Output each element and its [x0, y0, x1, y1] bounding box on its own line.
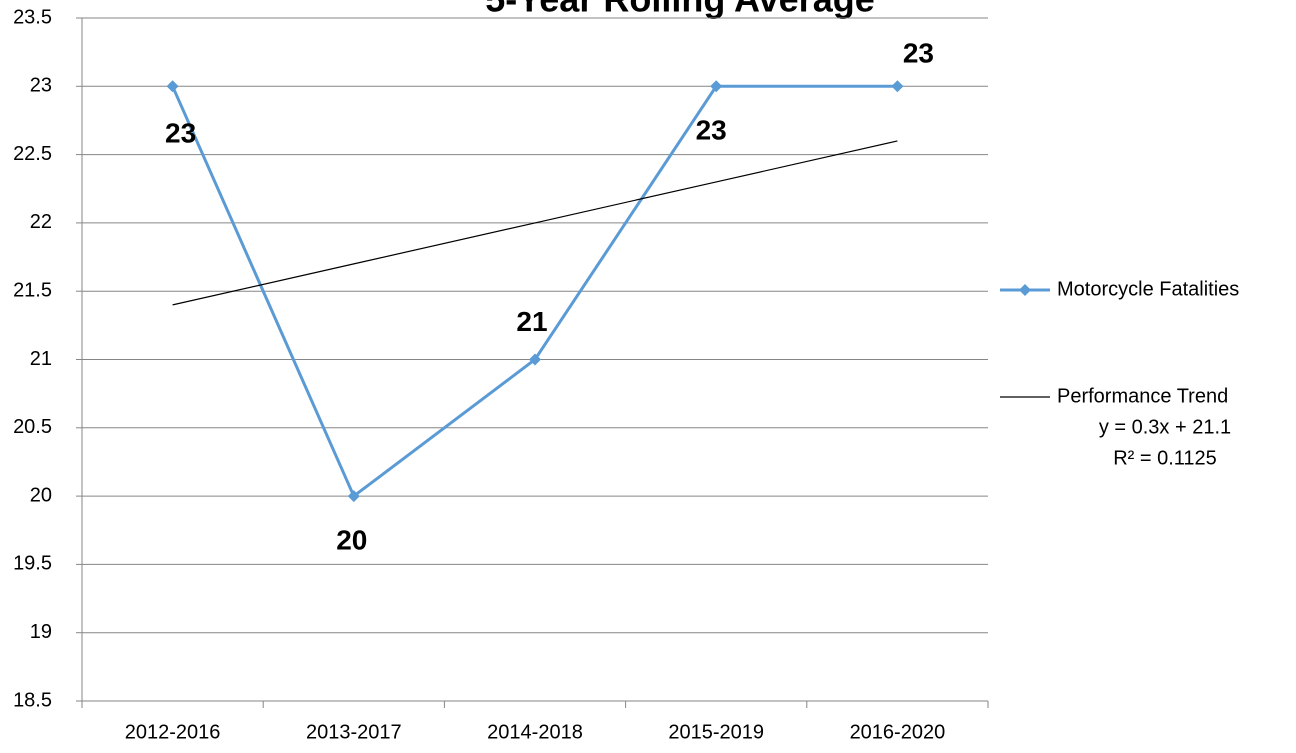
- marker: [529, 353, 541, 366]
- y-tick-label: 21: [30, 348, 52, 370]
- y-tick-label: 22: [30, 211, 52, 233]
- legend-label: Performance Trend: [1057, 385, 1228, 407]
- x-tick-label: 2014-2018: [487, 721, 583, 743]
- marker: [710, 80, 723, 93]
- trend-equation: y = 0.3x + 21.1: [1099, 416, 1231, 438]
- y-tick-label: 18.5: [13, 689, 52, 711]
- x-tick-label: 2016-2020: [850, 721, 946, 743]
- data-label: 21: [516, 306, 547, 337]
- x-tick-label: 2013-2017: [306, 721, 402, 743]
- marker: [891, 80, 904, 93]
- y-tick-label: 23.5: [13, 6, 52, 28]
- legend-label: Motorcycle Fatalities: [1057, 278, 1239, 300]
- marker: [347, 490, 360, 503]
- y-tick-label: 19.5: [13, 553, 52, 575]
- data-label: 23: [696, 115, 727, 146]
- y-tick-label: 23: [30, 75, 52, 97]
- y-tick-label: 22.5: [13, 143, 52, 165]
- data-label: 23: [165, 118, 196, 149]
- x-tick-label: 2015-2019: [668, 721, 764, 743]
- marker: [166, 80, 179, 93]
- y-tick-label: 21.5: [13, 279, 52, 301]
- y-tick-label: 19: [30, 621, 52, 643]
- y-tick-label: 20.5: [13, 416, 52, 438]
- legend-marker: [1019, 284, 1031, 296]
- y-tick-label: 20: [30, 484, 52, 506]
- chart-title: 5-Year Rolling Average: [485, 0, 874, 20]
- trend-r2: R² = 0.1125: [1113, 447, 1217, 469]
- x-tick-label: 2012-2016: [125, 721, 221, 743]
- data-label: 20: [336, 524, 367, 555]
- data-label: 23: [903, 38, 934, 69]
- series-line: [172, 140, 898, 306]
